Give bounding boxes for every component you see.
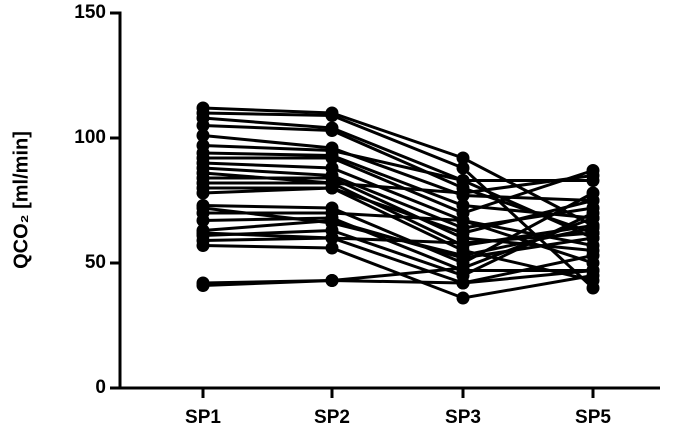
- point: [325, 241, 339, 255]
- series-line: [203, 186, 594, 282]
- series-line: [202, 186, 594, 235]
- series-line: [203, 181, 594, 248]
- point: [325, 231, 339, 245]
- point: [456, 214, 470, 227]
- point: [196, 239, 210, 252]
- point: [325, 151, 339, 165]
- point: [586, 186, 600, 200]
- series-line: [203, 156, 594, 215]
- point: [586, 249, 600, 262]
- point: [196, 129, 210, 142]
- point: [325, 124, 339, 137]
- series-line: [202, 144, 593, 182]
- y-tick-label: 100: [74, 127, 106, 148]
- point: [456, 161, 470, 175]
- point: [325, 216, 339, 230]
- x-tick-label: SP1: [185, 407, 221, 428]
- point: [325, 274, 339, 287]
- point: [196, 201, 210, 215]
- point: [456, 276, 470, 290]
- point: [196, 214, 210, 227]
- series-line: [203, 211, 594, 247]
- y-tick-label: 0: [95, 377, 106, 398]
- point: [456, 174, 470, 187]
- point: [586, 221, 600, 235]
- point: [196, 226, 210, 240]
- series-line: [202, 206, 594, 258]
- point: [456, 151, 470, 165]
- series-line: [202, 236, 594, 285]
- point: [196, 186, 210, 200]
- point: [456, 186, 470, 200]
- point: [196, 279, 210, 292]
- point: [586, 264, 600, 277]
- point: [325, 181, 339, 195]
- y-tick-label: 50: [85, 252, 106, 273]
- x-tick-label: SP3: [445, 407, 481, 428]
- series-line: [202, 151, 594, 220]
- y-tick-label: 150: [74, 2, 106, 23]
- point: [456, 236, 470, 250]
- point: [586, 169, 600, 182]
- point: [456, 291, 470, 305]
- point: [196, 119, 210, 132]
- point: [456, 261, 470, 275]
- x-tick-label: SP2: [314, 407, 350, 428]
- series-line: [202, 191, 594, 265]
- point: [586, 211, 600, 225]
- point: [325, 109, 339, 122]
- x-tick-label: SP5: [575, 407, 611, 428]
- y-axis-label: QCO₂ [ml/min]: [10, 131, 32, 269]
- point: [456, 226, 470, 240]
- point: [456, 249, 470, 262]
- series-line: [202, 134, 594, 202]
